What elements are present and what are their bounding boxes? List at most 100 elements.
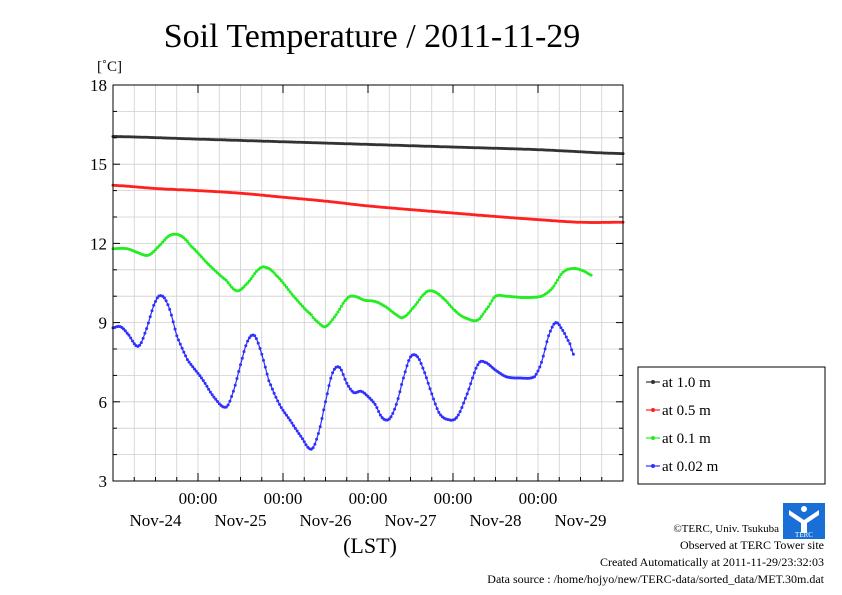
data-point (533, 375, 536, 379)
x-axis-label: (LST) (343, 533, 397, 558)
data-point (534, 372, 538, 376)
data-point (467, 387, 471, 391)
data-point (260, 352, 264, 356)
data-point (286, 416, 290, 420)
data-point (391, 411, 395, 415)
credit-text: ©TERC, Univ. Tsukuba (673, 523, 779, 535)
data-point (212, 395, 216, 399)
data-point (465, 392, 469, 396)
x-tick-time-label: 00:00 (264, 489, 303, 508)
data-point (416, 355, 420, 359)
data-point (412, 305, 416, 309)
x-tick-time-label: 00:00 (349, 489, 388, 508)
data-point (301, 437, 304, 441)
data-point (313, 442, 317, 446)
x-tick-date-label: Nov-27 (385, 511, 437, 530)
data-point (469, 382, 473, 386)
data-point (373, 402, 377, 406)
data-point (327, 384, 331, 388)
data-point (131, 339, 134, 343)
data-point (564, 335, 568, 339)
data-point (203, 381, 207, 385)
data-point (444, 299, 448, 303)
logo-text: TERC (795, 531, 813, 539)
data-point (164, 299, 168, 303)
data-point (194, 249, 198, 253)
data-point (154, 300, 157, 303)
data-point (246, 339, 250, 343)
data-point (285, 285, 288, 289)
data-point (253, 334, 257, 338)
data-point (432, 397, 435, 401)
data-point (423, 371, 427, 375)
data-point (196, 371, 200, 375)
data-point (343, 299, 347, 303)
data-point (331, 318, 335, 321)
data-point (316, 432, 320, 435)
data-point (336, 310, 340, 314)
data-point (437, 410, 441, 414)
data-point (345, 381, 349, 385)
data-point (187, 242, 191, 246)
data-point (272, 271, 276, 275)
data-point (242, 285, 246, 289)
created-text: Created Automatically at 2011-11-29/23:3… (600, 555, 824, 569)
data-point (143, 331, 147, 335)
x-tick-date-label: Nov-29 (555, 511, 607, 530)
data-point (455, 416, 458, 420)
x-tick-time-label: 00:00 (179, 489, 218, 508)
data-point (150, 309, 154, 313)
data-point (378, 413, 382, 417)
data-point (184, 238, 188, 242)
data-point (396, 397, 400, 401)
data-point (175, 334, 179, 338)
legend-label: at 1.0 m (662, 375, 711, 391)
data-point (566, 339, 570, 342)
data-point (138, 343, 142, 347)
legend-box (637, 366, 826, 485)
data-point (139, 341, 143, 345)
data-point (339, 368, 343, 372)
data-point (570, 348, 574, 352)
data-point (370, 398, 373, 402)
data-point (146, 321, 150, 325)
data-point (299, 302, 303, 306)
data-point (393, 407, 397, 411)
data-point (557, 275, 561, 279)
data-point (543, 347, 547, 351)
data-point (329, 320, 333, 324)
series-layer (111, 135, 625, 451)
y-tick-label: 15 (90, 155, 107, 174)
data-point (301, 304, 304, 308)
data-point (334, 313, 338, 317)
data-point (471, 376, 474, 380)
data-point (324, 400, 327, 404)
data-point (254, 337, 258, 341)
x-tick-date-label: Nov-25 (215, 511, 267, 530)
data-point (235, 377, 239, 380)
legend-label: at 0.5 m (662, 403, 711, 419)
y-tick-label: 9 (99, 314, 108, 333)
data-point (270, 387, 274, 391)
data-point (228, 283, 232, 287)
x-tick-date-label: Nov-28 (470, 511, 522, 530)
data-point (297, 300, 301, 304)
data-point (548, 329, 552, 333)
data-point (173, 327, 177, 331)
data-point (237, 370, 241, 373)
data-point (407, 311, 411, 315)
data-point (159, 242, 163, 246)
data-point (403, 370, 407, 374)
data-point (148, 315, 152, 319)
data-point (332, 315, 336, 319)
y-axis-unit-label: [˚C] (97, 59, 122, 75)
data-point (458, 410, 462, 414)
data-point (401, 376, 405, 380)
data-point (490, 299, 494, 303)
data-point (550, 325, 554, 329)
data-point (281, 281, 285, 285)
x-tick-time-label: 00:00 (519, 489, 558, 508)
data-point (456, 413, 460, 417)
data-point (341, 301, 345, 305)
x-tick-date-label: Nov-26 (300, 511, 352, 530)
